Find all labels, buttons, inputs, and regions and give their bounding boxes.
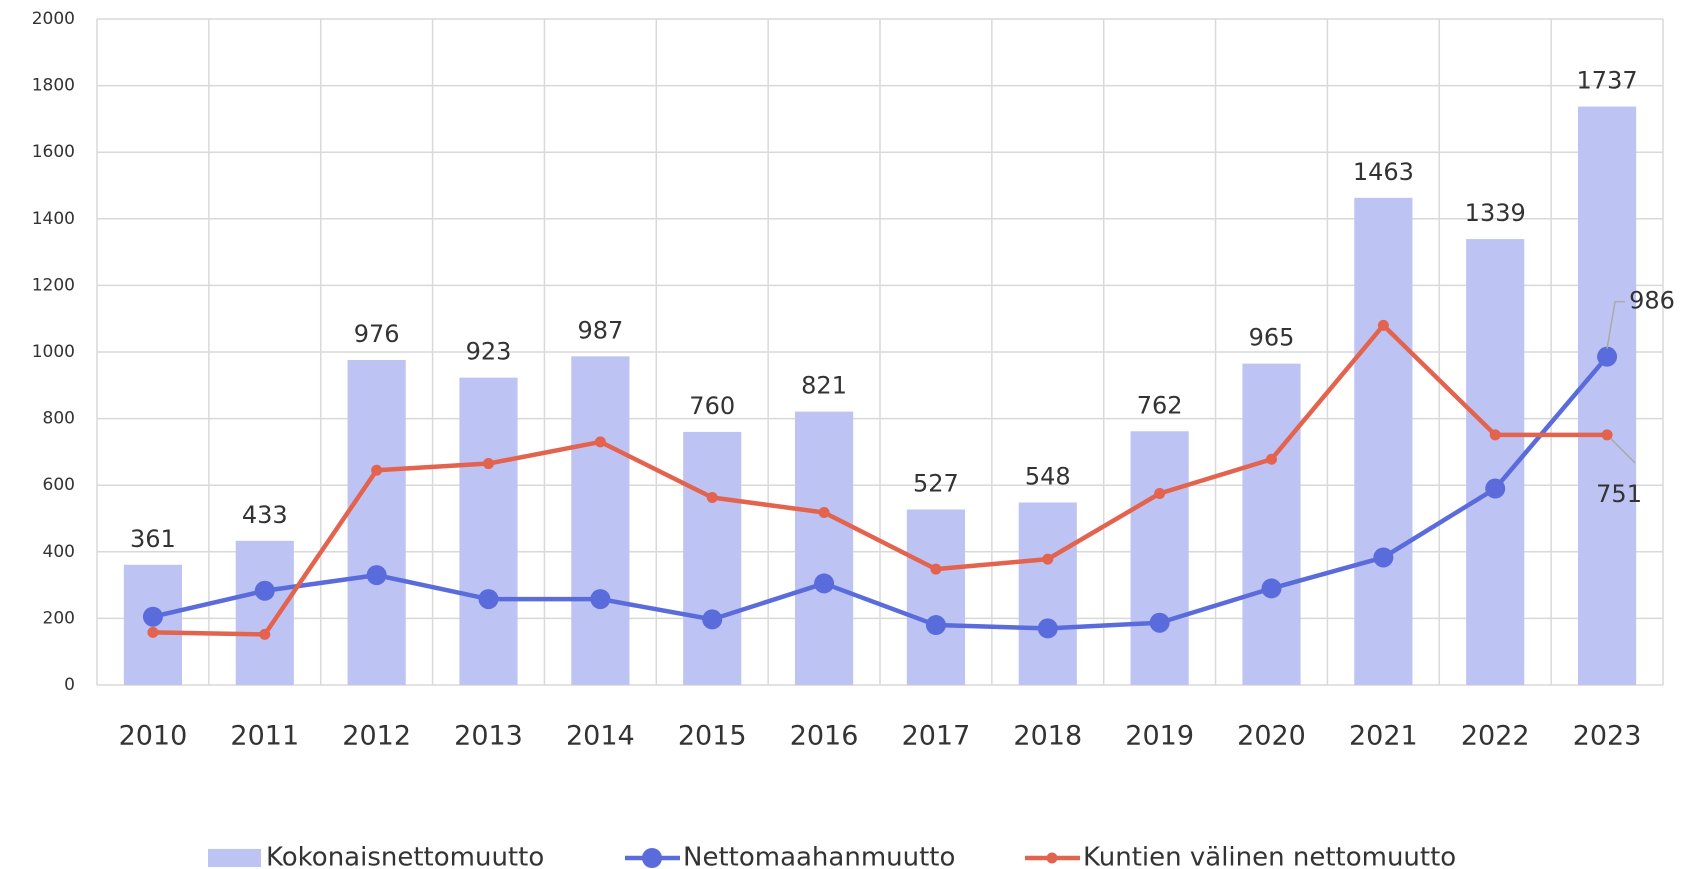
y-tick-label: 1000 [32, 342, 75, 362]
line-marker [1042, 553, 1054, 565]
bar [683, 431, 742, 685]
line-marker [1373, 547, 1394, 568]
line-marker [1489, 429, 1501, 441]
x-tick-label: 2014 [566, 721, 635, 752]
line-series [152, 355, 1609, 631]
x-tick-label: 2017 [902, 721, 971, 752]
line-marker [371, 464, 383, 476]
data-label: 1463 [1353, 158, 1414, 186]
line-marker [702, 609, 723, 630]
data-label: 821 [801, 372, 847, 400]
line-marker [366, 565, 387, 586]
x-tick-label: 2015 [678, 721, 747, 752]
line-marker [1149, 612, 1170, 633]
x-tick-label: 2023 [1573, 721, 1642, 752]
x-tick-label: 2018 [1013, 721, 1082, 752]
bar [794, 411, 854, 685]
bar [235, 540, 294, 685]
data-label: 976 [354, 320, 400, 348]
legend-swatch [1046, 852, 1058, 864]
bar [1466, 239, 1525, 685]
y-tick-label: 0 [64, 675, 75, 695]
data-label: 762 [1137, 391, 1183, 419]
legend-swatch [642, 848, 662, 868]
line-marker [814, 573, 835, 594]
y-tick-label: 2000 [32, 9, 75, 29]
line-marker [1261, 578, 1282, 599]
line-marker [259, 628, 271, 640]
line-marker [818, 507, 830, 519]
y-tick-label: 400 [43, 542, 75, 562]
x-tick-label: 2011 [230, 721, 299, 752]
x-tick-label: 2020 [1237, 721, 1306, 752]
line-marker [594, 436, 606, 448]
bar [459, 377, 518, 685]
line-series [152, 323, 1608, 637]
y-tick-label: 1200 [32, 275, 75, 295]
line-marker [930, 563, 942, 575]
line-marker [1597, 346, 1618, 367]
data-label: 760 [689, 392, 735, 420]
legend-label: Kokonaisnettomuutto [266, 843, 544, 869]
x-tick-label: 2021 [1349, 721, 1418, 752]
x-tick-label: 2022 [1461, 721, 1530, 752]
x-tick-label: 2012 [342, 721, 411, 752]
line-marker [254, 580, 275, 601]
line-marker [142, 606, 163, 627]
data-label: 527 [913, 470, 959, 498]
data-label: 433 [242, 501, 288, 529]
x-tick-label: 2010 [119, 721, 188, 752]
bar [1130, 431, 1189, 685]
data-label: 987 [577, 316, 623, 344]
data-label: 1737 [1577, 67, 1638, 95]
line-marker [478, 589, 499, 610]
line-marker [147, 626, 159, 638]
bar [1354, 197, 1413, 686]
line-marker [1485, 478, 1506, 499]
line-marker [1154, 488, 1166, 500]
legend-label: Kuntien välinen nettomuutto [1083, 843, 1456, 869]
line-marker [706, 492, 718, 504]
line-marker [590, 589, 611, 610]
y-tick-label: 200 [43, 608, 75, 628]
data-label: 923 [466, 338, 512, 366]
x-tick-label: 2016 [790, 721, 859, 752]
bar [1018, 502, 1077, 685]
bar [906, 509, 966, 685]
legend-label: Nettomaahanmuutto [683, 843, 955, 869]
bar [347, 359, 406, 685]
leader-line [1610, 438, 1636, 464]
legend-swatch [208, 849, 261, 867]
line-marker [1601, 429, 1613, 441]
data-label: 1339 [1465, 199, 1526, 227]
y-tick-label: 600 [43, 475, 75, 495]
line-marker [925, 615, 946, 636]
data-label: 548 [1025, 463, 1071, 491]
bar [1577, 106, 1637, 686]
y-tick-label: 1400 [32, 209, 75, 229]
x-tick-label: 2019 [1125, 721, 1194, 752]
line-marker [1266, 453, 1277, 465]
data-label: 751 [1596, 480, 1642, 508]
bar [1242, 363, 1301, 685]
line-marker [1037, 618, 1058, 639]
y-tick-label: 800 [43, 409, 75, 429]
line-marker [483, 458, 494, 470]
x-tick-label: 2013 [454, 721, 523, 752]
leader-line [1606, 300, 1626, 349]
data-label: 986 [1629, 287, 1675, 315]
y-tick-label: 1600 [32, 142, 75, 162]
y-tick-label: 1800 [32, 76, 75, 96]
data-label: 361 [130, 525, 176, 553]
bar [571, 356, 630, 685]
data-label: 965 [1249, 324, 1295, 352]
line-marker [1377, 319, 1389, 331]
